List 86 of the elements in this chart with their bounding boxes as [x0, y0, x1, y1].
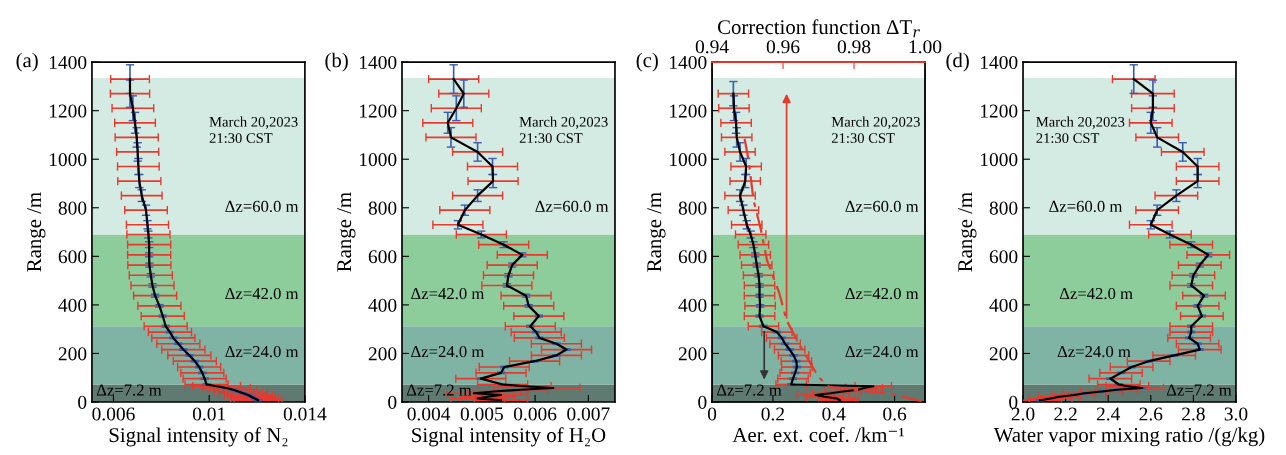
annotation: March 20,2023 21:30 CST — [519, 116, 608, 144]
x2-tick-label: 1.00 — [909, 40, 942, 54]
y-tick-label: 600 — [989, 250, 1018, 264]
x-tick-label: 0.6 — [883, 407, 907, 421]
band-label: Δz=24.0 m — [411, 345, 485, 358]
band-label: Δz=42.0 m — [411, 287, 485, 300]
x-tick-label: 2.2 — [1054, 407, 1077, 421]
y-tick-label: 1000 — [980, 153, 1018, 167]
y-axis-title: Range /m — [958, 192, 977, 272]
x-tick-label: 0 — [707, 407, 717, 421]
x-tick-label: 2.4 — [1096, 407, 1121, 421]
x-tick-label: 0.005 — [460, 407, 503, 421]
x-tick-label: 2.6 — [1139, 407, 1163, 421]
annotation: March 20,2023 21:30 CST — [831, 116, 920, 144]
x2-tick-label: 0.94 — [695, 40, 729, 54]
band-label: Δz=7.2 m — [1166, 384, 1232, 396]
x-tick-label: 0.007 — [567, 407, 610, 421]
y-tick-label: 1200 — [980, 104, 1018, 118]
band-label: Δz=7.2 m — [406, 384, 472, 396]
x-axis-title: Signal intensity of N₂ — [109, 427, 288, 447]
x-tick-label: 3.0 — [1224, 407, 1248, 421]
x-axis-title: Signal intensity of H₂O — [412, 427, 606, 447]
y-tick-label: 600 — [678, 250, 707, 264]
y-axis-title: Range /m — [337, 192, 356, 272]
y-tick-label: 200 — [678, 347, 707, 361]
band-label: Δz=60.0 m — [535, 200, 609, 213]
band-label: Δz=60.0 m — [845, 200, 919, 213]
y-tick-label: 0 — [78, 395, 87, 409]
y-tick-label: 1400 — [670, 55, 707, 70]
chart-title: (d) — [946, 52, 969, 72]
band-label: Δz=60.0 m — [225, 200, 299, 213]
y-tick-label: 400 — [989, 298, 1018, 312]
chart-title: (c) — [636, 52, 658, 72]
y-tick-label: 200 — [368, 347, 397, 361]
y-tick-label: 1200 — [49, 104, 87, 118]
x2-tick-label: 0.96 — [766, 40, 800, 54]
y-tick-label: 600 — [58, 250, 87, 264]
band-label: Δz=7.2 m — [96, 384, 162, 396]
y-tick-label: 400 — [368, 298, 397, 312]
y-tick-label: 1000 — [49, 153, 87, 167]
y-tick-label: 200 — [58, 347, 87, 361]
band-label: Δz=24.0 m — [1057, 345, 1131, 358]
y-tick-label: 0 — [388, 395, 397, 409]
x-tick-label: 2.0 — [1011, 407, 1035, 421]
x-axis-title: Water vapor mixing ratio /(g/kg) — [993, 427, 1265, 447]
x2-tick-label: 0.98 — [837, 40, 871, 54]
band-label: Δz=42.0 m — [845, 287, 919, 300]
y-tick-label: 1000 — [359, 153, 397, 167]
band-label: Δz=60.0 m — [1049, 200, 1123, 213]
band-label: Δz=42.0 m — [225, 287, 299, 300]
y-tick-label: 600 — [368, 250, 397, 264]
y-tick-label: 1200 — [359, 104, 397, 118]
annotation: March 20,2023 21:30 CST — [209, 116, 298, 144]
x-tick-label: 0.004 — [407, 407, 451, 421]
x-tick-label: 2.8 — [1182, 407, 1205, 421]
band-label: Δz=42.0 m — [1059, 287, 1133, 300]
chart-title: (b) — [325, 52, 348, 72]
y-tick-label: 400 — [678, 298, 707, 312]
y-tick-label: 800 — [678, 201, 707, 215]
y-tick-label: 0 — [698, 395, 707, 409]
y-tick-label: 400 — [58, 298, 87, 312]
x2-axis-title: Correction function ΔT$_{r}$ — [717, 19, 921, 38]
y-tick-label: 1400 — [359, 55, 397, 70]
annotation: March 20,2023 21:30 CST — [1036, 116, 1125, 144]
x-axis-title: Aer. ext. coef. /km⁻¹ — [732, 427, 904, 443]
y-axis-title: Range /m — [27, 192, 46, 272]
band-label: Δz=7.2 m — [716, 384, 782, 396]
x-tick-label: 0.01 — [192, 407, 226, 421]
y-tick-label: 800 — [989, 201, 1018, 215]
x-tick-label: 0.014 — [283, 407, 327, 421]
y-tick-label: 1400 — [980, 55, 1018, 70]
chart-title: (a) — [16, 52, 38, 72]
y-tick-label: 800 — [58, 201, 87, 215]
x-tick-label: 0.4 — [822, 407, 846, 421]
y-tick-label: 200 — [989, 347, 1018, 361]
x-tick-label: 0.2 — [761, 407, 784, 421]
y-axis-title: Range /m — [647, 192, 666, 272]
band-label: Δz=24.0 m — [225, 345, 299, 358]
y-tick-label: 0 — [1009, 395, 1018, 409]
y-tick-label: 1200 — [670, 104, 707, 118]
y-tick-label: 800 — [368, 201, 397, 215]
x-tick-label: 0.006 — [92, 407, 135, 421]
band-label: Δz=24.0 m — [845, 345, 919, 358]
y-tick-label: 1000 — [670, 153, 707, 167]
y-tick-label: 1400 — [49, 55, 87, 70]
x-tick-label: 0.006 — [513, 407, 557, 421]
